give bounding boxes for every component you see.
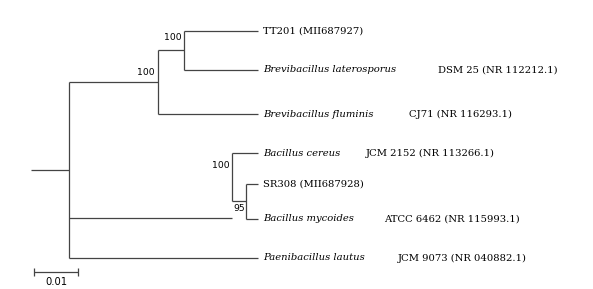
Text: 95: 95 bbox=[233, 204, 244, 213]
Text: 100: 100 bbox=[137, 68, 155, 77]
Text: JCM 2152 (NR 113266.1): JCM 2152 (NR 113266.1) bbox=[366, 149, 495, 158]
Text: Bacillus mycoides: Bacillus mycoides bbox=[263, 214, 357, 223]
Text: 100: 100 bbox=[164, 33, 181, 42]
Text: 0.01: 0.01 bbox=[45, 277, 67, 287]
Text: 100: 100 bbox=[212, 162, 230, 171]
Text: Brevibacillus laterosporus: Brevibacillus laterosporus bbox=[263, 65, 399, 74]
Text: ATCC 6462 (NR 115993.1): ATCC 6462 (NR 115993.1) bbox=[384, 214, 519, 223]
Text: CJ71 (NR 116293.1): CJ71 (NR 116293.1) bbox=[409, 110, 512, 119]
Text: JCM 9073 (NR 040882.1): JCM 9073 (NR 040882.1) bbox=[397, 253, 527, 262]
Text: Brevibacillus fluminis: Brevibacillus fluminis bbox=[263, 110, 377, 119]
Text: Bacillus cereus: Bacillus cereus bbox=[263, 149, 343, 158]
Text: Paenibacillus lautus: Paenibacillus lautus bbox=[263, 253, 368, 262]
Text: SR308 (MII687928): SR308 (MII687928) bbox=[263, 179, 364, 188]
Text: TT201 (MII687927): TT201 (MII687927) bbox=[263, 26, 363, 35]
Text: DSM 25 (NR 112212.1): DSM 25 (NR 112212.1) bbox=[438, 65, 557, 74]
